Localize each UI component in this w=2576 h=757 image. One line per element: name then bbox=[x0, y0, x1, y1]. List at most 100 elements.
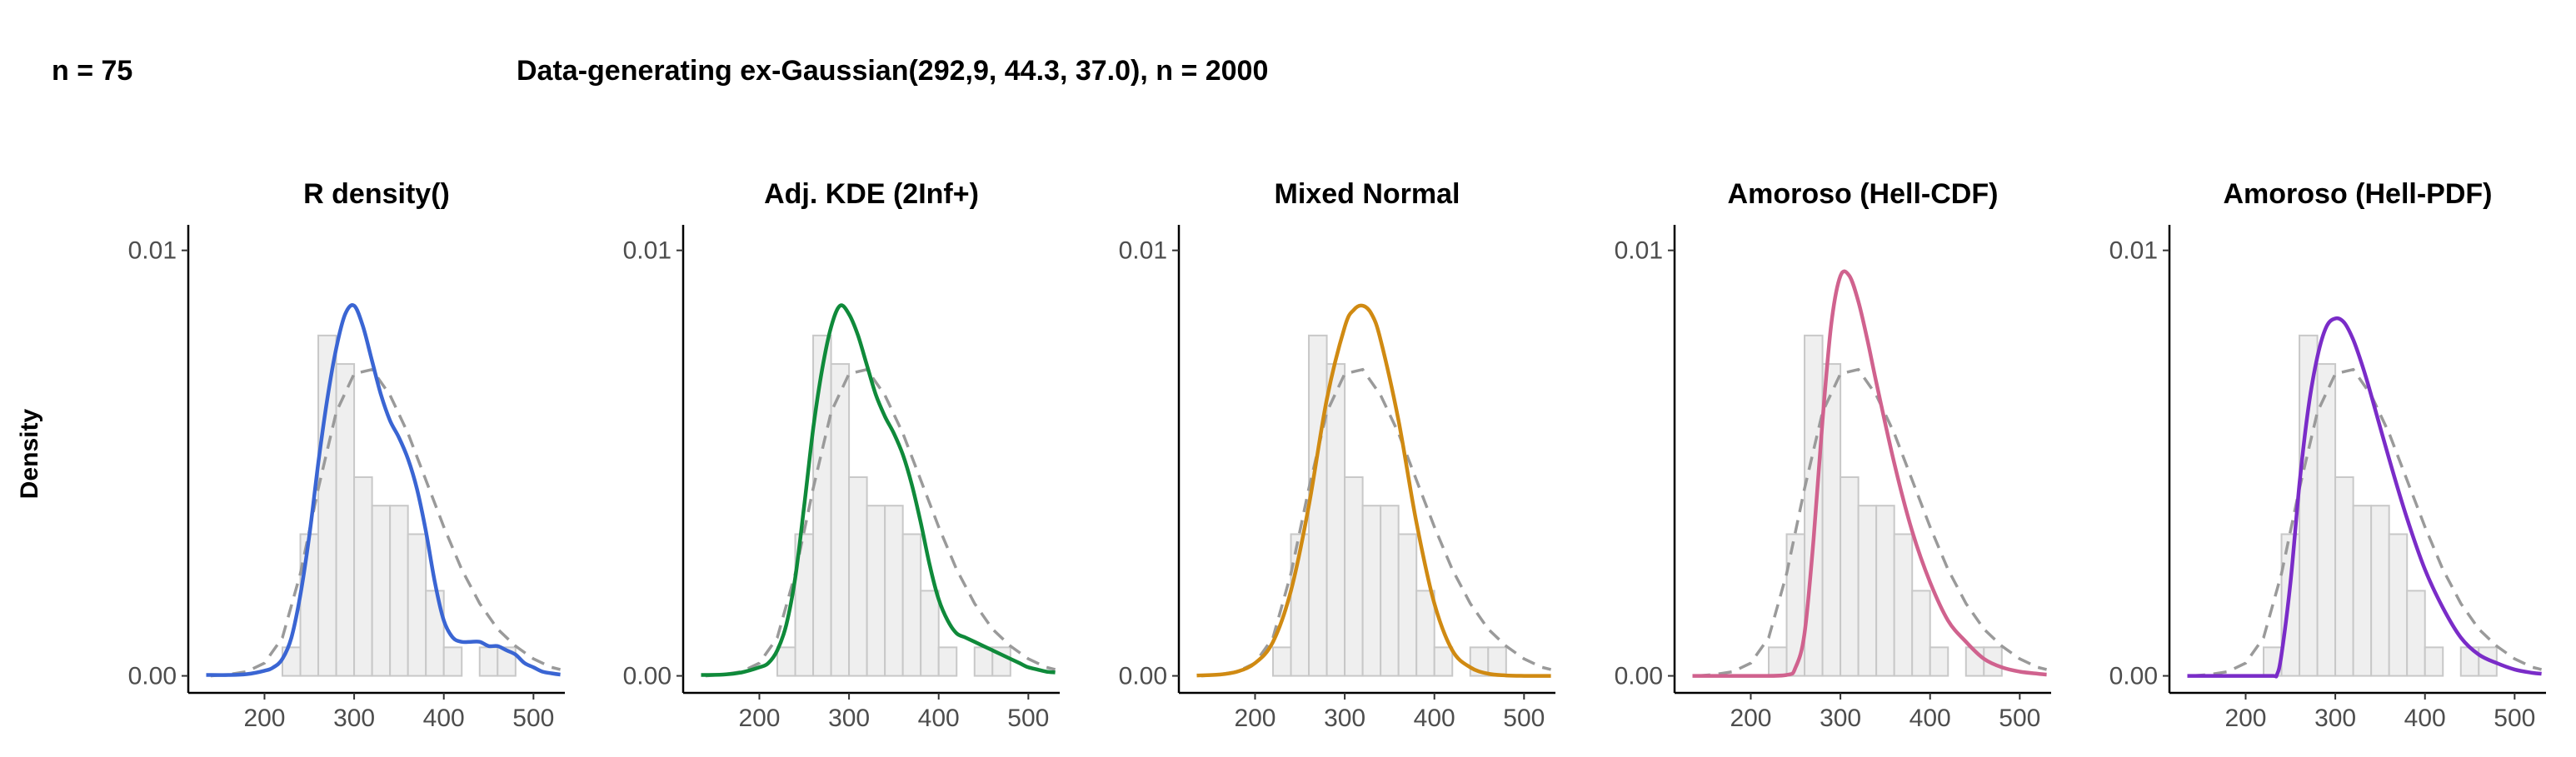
histogram-bar bbox=[317, 334, 337, 677]
histogram-bar bbox=[2406, 590, 2426, 677]
x-tick-label: 400 bbox=[918, 705, 960, 732]
y-tick-label: 0.01 bbox=[128, 237, 177, 265]
histogram-bar bbox=[2334, 476, 2354, 677]
true-density-curve bbox=[1696, 367, 2048, 678]
sample-size-label: n = 75 bbox=[52, 55, 133, 87]
y-tick-label: 0.00 bbox=[623, 663, 671, 690]
y-tick-label: 0.01 bbox=[1119, 237, 1167, 265]
x-tick-label: 200 bbox=[1730, 705, 1771, 732]
histogram-bar bbox=[1983, 646, 2003, 677]
panel-title: R density() bbox=[303, 178, 450, 210]
x-tick-label: 200 bbox=[2224, 705, 2266, 732]
y-tick-label: 0.01 bbox=[623, 237, 671, 265]
x-tick-label: 300 bbox=[1324, 705, 1365, 732]
histogram-bar bbox=[371, 505, 392, 677]
x-tick-label: 500 bbox=[1503, 705, 1545, 732]
panel-1: R density() 0.00 0.01 200 300 400 500 bbox=[128, 178, 565, 732]
histogram-bar bbox=[478, 646, 499, 677]
histogram-bar bbox=[407, 533, 427, 677]
histogram-bar bbox=[937, 646, 958, 677]
histogram-bar bbox=[1308, 334, 1328, 677]
panel-4: Amoroso (Hell-CDF) 0.00 0.01 200 300 400 500 bbox=[1615, 178, 2051, 732]
histogram-bar bbox=[497, 646, 517, 677]
histogram-bar bbox=[1768, 646, 1788, 677]
density-estimate-curve bbox=[2187, 316, 2542, 679]
x-tick-label: 500 bbox=[2494, 705, 2535, 732]
histogram-bar bbox=[1911, 590, 1931, 677]
figure-title: Data-generating ex-Gaussian(292,9, 44.3,… bbox=[517, 55, 1269, 87]
panel-2: Adj. KDE (2Inf+) 0.00 0.01 200 300 400 500 bbox=[623, 178, 1060, 732]
histogram-bar bbox=[1344, 476, 1364, 677]
x-tick-label: 400 bbox=[1414, 705, 1455, 732]
histogram-bar bbox=[848, 476, 868, 677]
y-tick-label: 0.01 bbox=[2109, 237, 2158, 265]
histogram-bar bbox=[2388, 533, 2409, 677]
panel-5: Amoroso (Hell-PDF) 0.00 0.01 200 300 400 500 bbox=[2109, 178, 2546, 732]
histogram-bar bbox=[335, 363, 356, 677]
panel-title: Mixed Normal bbox=[1275, 178, 1460, 210]
panel-3: Mixed Normal 0.00 0.01 200 300 400 500 bbox=[1119, 178, 1555, 732]
y-tick-label: 0.00 bbox=[2109, 663, 2158, 690]
panel-title: Amoroso (Hell-CDF) bbox=[1728, 178, 1999, 210]
y-tick-label: 0.01 bbox=[1615, 237, 1663, 265]
histogram-bar bbox=[389, 505, 409, 677]
histogram-bar bbox=[1325, 363, 1346, 677]
histogram-bar bbox=[973, 646, 994, 677]
histogram-bar bbox=[901, 533, 922, 677]
y-tick-label: 0.00 bbox=[1615, 663, 1663, 690]
histogram-bar bbox=[442, 646, 463, 677]
true-density-curve bbox=[705, 367, 1056, 678]
histogram-bar bbox=[1415, 590, 1435, 677]
x-tick-label: 200 bbox=[738, 705, 780, 732]
histogram-bar bbox=[884, 505, 904, 677]
density-estimate-curve bbox=[206, 303, 561, 677]
histogram-bar bbox=[1840, 476, 1860, 677]
true-density-curve bbox=[210, 367, 562, 678]
histogram-bar bbox=[2370, 505, 2390, 677]
density-estimate-curve bbox=[1196, 303, 1551, 678]
x-tick-label: 300 bbox=[1820, 705, 1861, 732]
histogram-bar bbox=[830, 363, 851, 677]
histogram-bar bbox=[776, 646, 796, 677]
histogram-bar bbox=[866, 505, 886, 677]
x-tick-label: 400 bbox=[1910, 705, 1951, 732]
histogram-bar bbox=[353, 476, 373, 677]
histogram-bar bbox=[1272, 646, 1292, 677]
histogram-bar bbox=[1397, 533, 1418, 677]
x-tick-label: 200 bbox=[1234, 705, 1276, 732]
x-tick-label: 400 bbox=[423, 705, 465, 732]
histogram-bar bbox=[2316, 363, 2337, 677]
histogram-bar bbox=[1433, 646, 1454, 677]
x-tick-label: 200 bbox=[243, 705, 285, 732]
histogram-bar bbox=[1875, 505, 1895, 677]
histogram-bar bbox=[2424, 646, 2444, 677]
histogram-bar bbox=[2352, 505, 2373, 677]
density-estimate-curve bbox=[1692, 269, 2047, 678]
x-tick-label: 400 bbox=[2404, 705, 2446, 732]
x-tick-label: 500 bbox=[1999, 705, 2040, 732]
histogram-bar bbox=[812, 334, 832, 677]
x-tick-label: 300 bbox=[333, 705, 375, 732]
y-tick-label: 0.00 bbox=[1119, 663, 1167, 690]
x-tick-label: 500 bbox=[1007, 705, 1049, 732]
histogram-bar bbox=[920, 590, 940, 677]
histogram-bar bbox=[2299, 334, 2319, 677]
histogram-bar bbox=[1487, 646, 1507, 677]
histogram-bar bbox=[1893, 533, 1914, 677]
panel-title: Adj. KDE (2Inf+) bbox=[764, 178, 979, 210]
panel-title: Amoroso (Hell-PDF) bbox=[2224, 178, 2493, 210]
true-density-curve bbox=[1201, 367, 1552, 678]
histogram-bar bbox=[1380, 505, 1400, 677]
x-tick-label: 300 bbox=[2314, 705, 2356, 732]
histogram-bar bbox=[299, 533, 320, 677]
histogram-bar bbox=[1857, 505, 1878, 677]
x-tick-label: 300 bbox=[828, 705, 870, 732]
histogram-bar bbox=[1361, 505, 1382, 677]
histogram-bar bbox=[1929, 646, 1949, 677]
x-tick-label: 500 bbox=[512, 705, 554, 732]
histogram-bar bbox=[2280, 533, 2301, 677]
y-tick-label: 0.00 bbox=[128, 663, 177, 690]
density-estimate-curve bbox=[701, 303, 1056, 677]
true-density-curve bbox=[2191, 367, 2543, 678]
